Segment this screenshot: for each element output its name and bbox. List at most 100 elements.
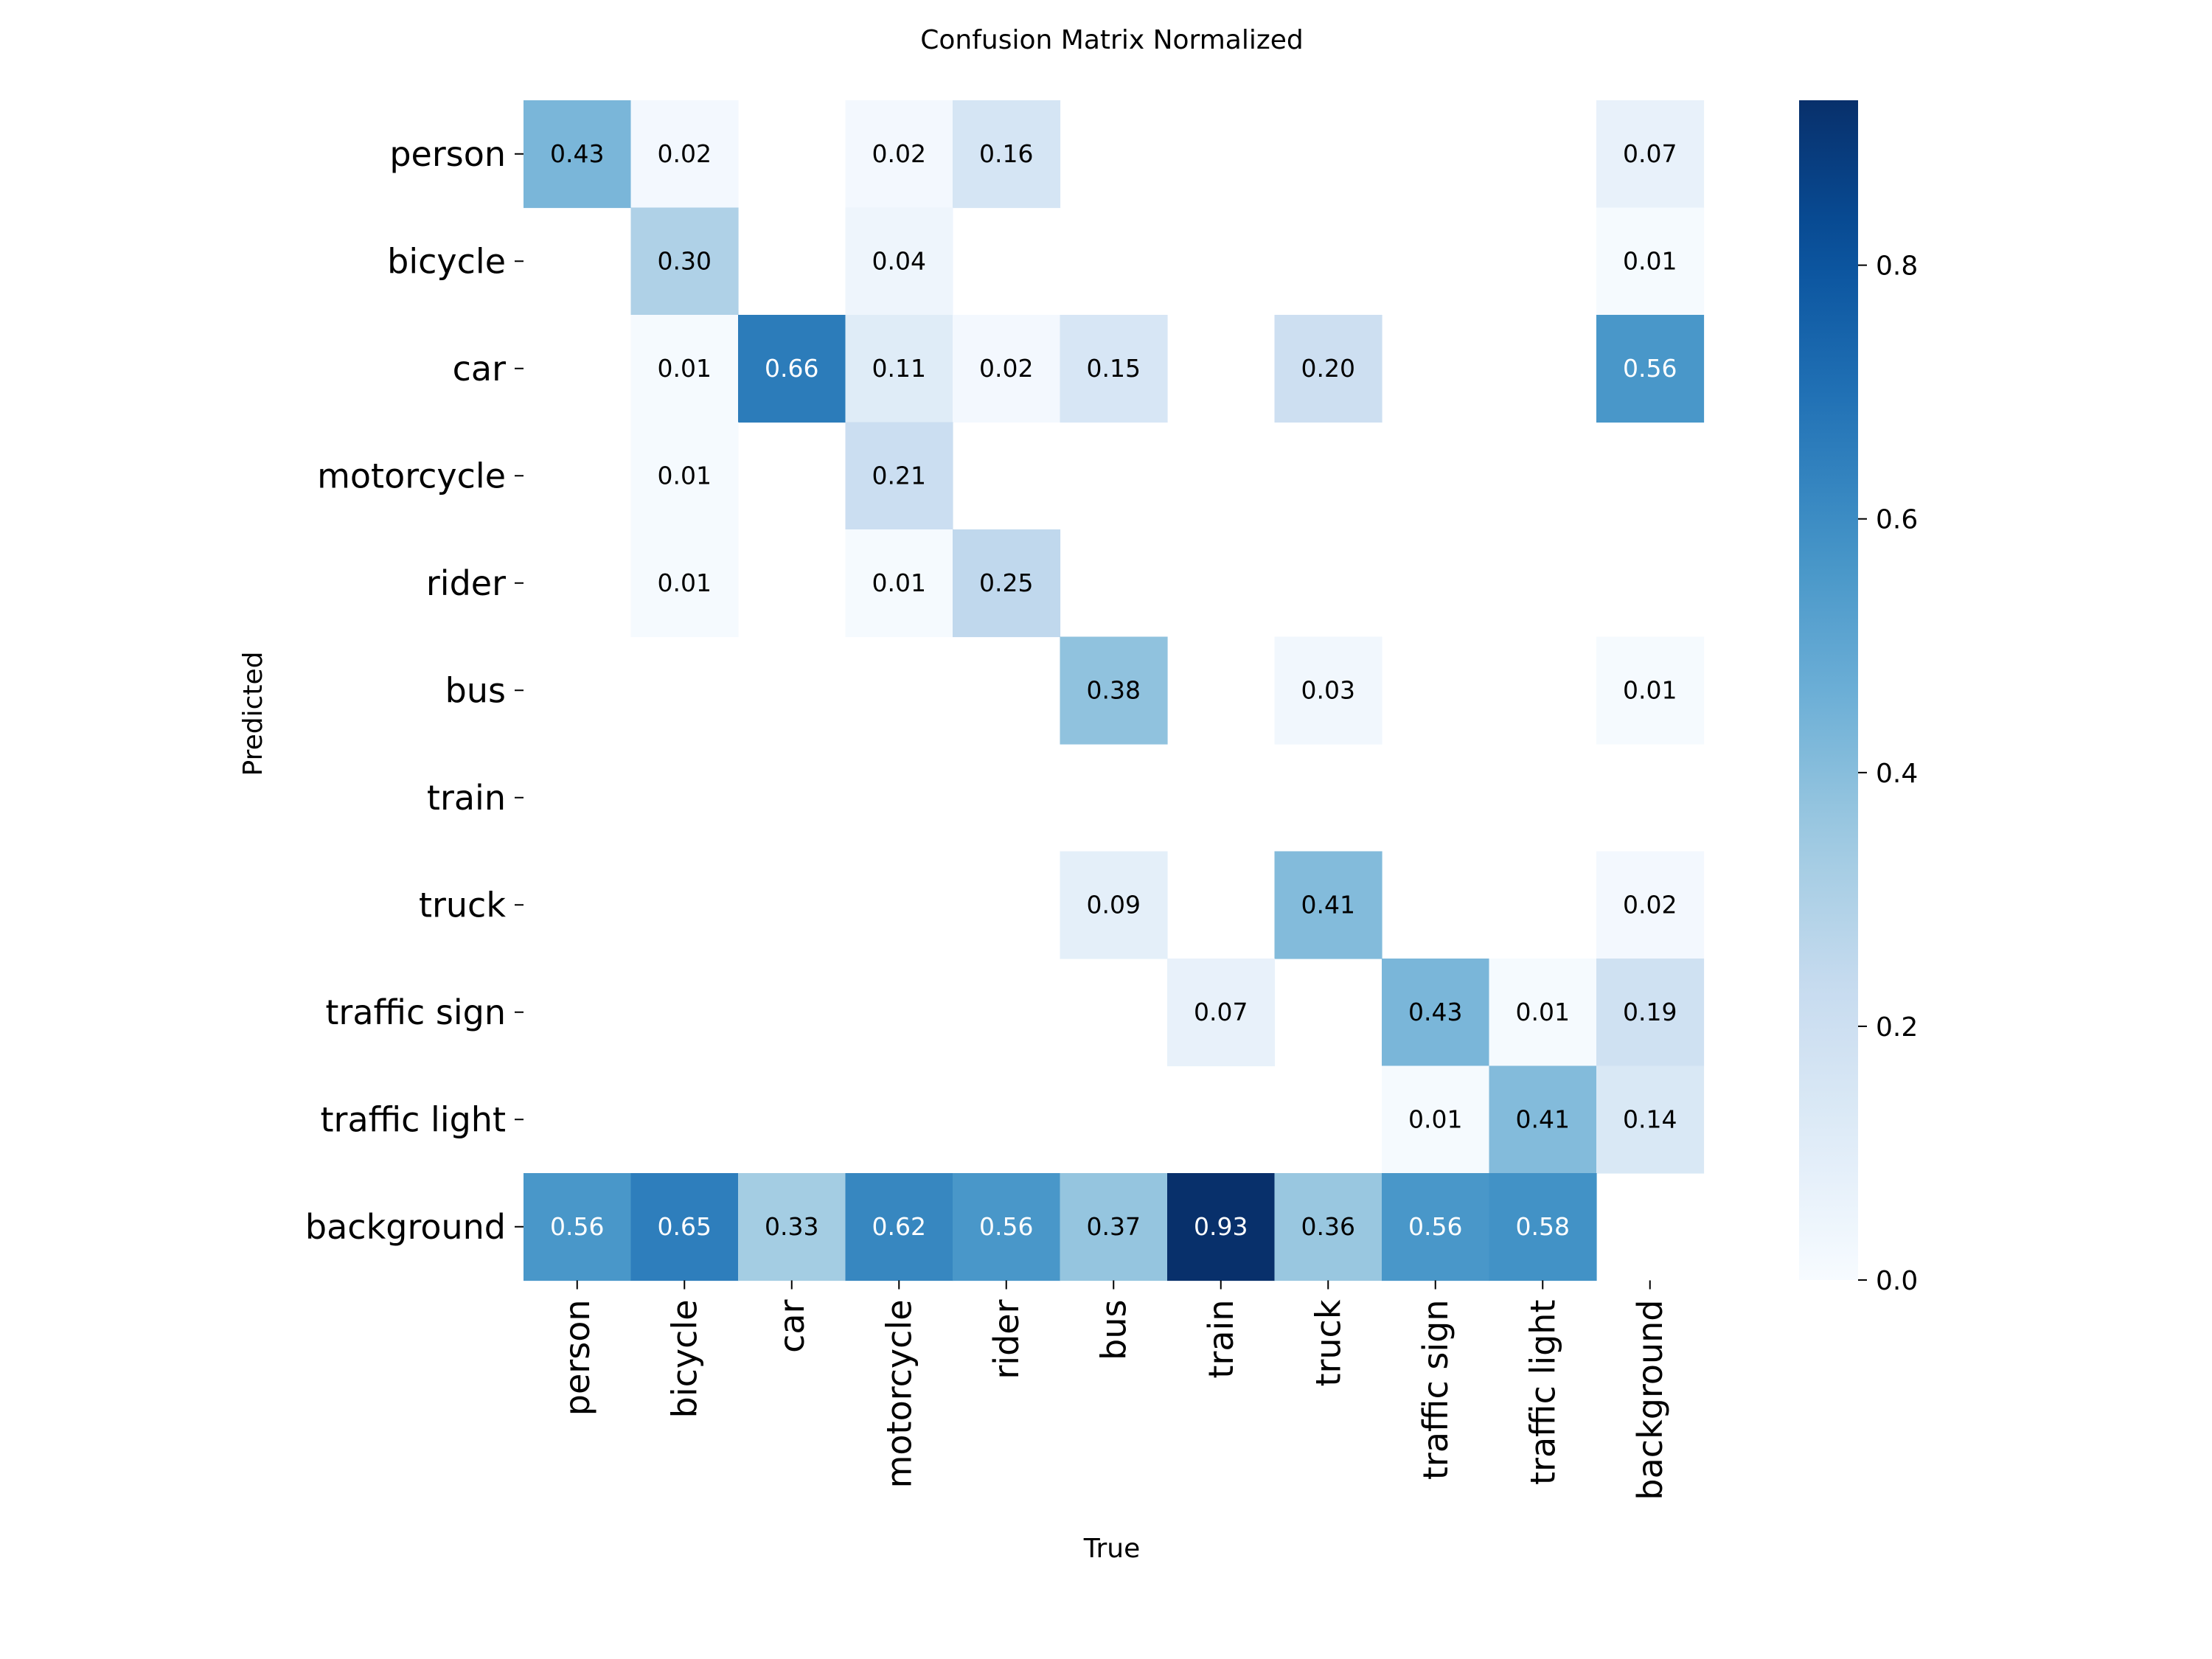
cell-value-label: 0.33: [765, 1212, 818, 1241]
y-tick-label: motorcycle: [317, 456, 506, 495]
x-tick-label: truck: [1308, 1299, 1348, 1386]
colorbar-tick-label: 0.6: [1876, 505, 1918, 535]
cell-value-label: 0.19: [1623, 998, 1677, 1026]
x-tick-label: train: [1201, 1300, 1241, 1379]
cell-value-label: 0.01: [1516, 998, 1570, 1026]
x-axis-label: True: [1083, 1534, 1140, 1564]
heatmap-cell: [1596, 636, 1705, 745]
colorbar-ticks: 0.0 0.2 0.4 0.6 0.8: [1858, 251, 1918, 1296]
chart-title: Confusion Matrix Normalized: [920, 25, 1303, 55]
heatmap-cell: [1489, 959, 1597, 1067]
cell-value-label: 0.21: [872, 461, 926, 490]
cell-value-label: 0.62: [872, 1212, 926, 1241]
cell-value-label: 0.41: [1301, 890, 1355, 919]
heatmap-cell: [630, 422, 739, 530]
y-tick-label: traffic light: [321, 1099, 506, 1139]
heatmap-cell: [1382, 1065, 1490, 1174]
colorbar-tick-label: 0.4: [1876, 759, 1918, 789]
heatmap-cell: [524, 1173, 632, 1281]
y-tick-label: traffic sign: [325, 992, 506, 1032]
cell-value-label: 0.03: [1301, 675, 1355, 704]
heatmap-cell: [1596, 851, 1705, 959]
heatmap-cell: [1060, 1173, 1168, 1281]
x-tick-label: traffic sign: [1416, 1300, 1455, 1481]
cell-value-label: 0.16: [979, 139, 1033, 168]
cell-value-label: 0.38: [1087, 675, 1141, 704]
y-tick-label: person: [389, 134, 506, 174]
cell-value-label: 0.43: [1408, 998, 1462, 1026]
heatmap-cell: [845, 422, 953, 530]
cell-value-label: 0.01: [658, 461, 712, 490]
x-tick-label: car: [772, 1299, 812, 1352]
cell-value-label: 0.01: [658, 568, 712, 597]
y-tick-label: bicycle: [387, 241, 506, 281]
heatmap-cell: [1382, 959, 1490, 1067]
cell-value-label: 0.15: [1087, 354, 1141, 383]
cell-value-label: 0.09: [1087, 890, 1141, 919]
cell-value-label: 0.02: [979, 354, 1033, 383]
heatmap-cell: [953, 1173, 1061, 1281]
heatmap-cell: [630, 529, 739, 638]
heatmap-cells: [524, 100, 1705, 1281]
cell-value-label: 0.11: [872, 354, 926, 383]
cell-value-label: 0.56: [1408, 1212, 1462, 1241]
heatmap-cell: [630, 1173, 739, 1281]
heatmap-cell: [845, 207, 953, 316]
cell-value-label: 0.02: [658, 139, 712, 168]
heatmap-cell: [953, 529, 1061, 638]
heatmap-cell: [1489, 1173, 1597, 1281]
heatmap-cell: [845, 100, 953, 209]
heatmap-cell-labels: 0.43 0.02 0.02 0.16 0.07 0.30 0.04 0.01 0.01 0.66…: [550, 139, 1677, 1241]
heatmap-cell: [845, 315, 953, 423]
heatmap-cell: [630, 100, 739, 209]
cell-value-label: 0.93: [1194, 1212, 1248, 1241]
heatmap-cell: [630, 207, 739, 316]
cell-value-label: 0.02: [1623, 890, 1677, 919]
heatmap-cell: [1596, 100, 1705, 209]
x-tick-label: bus: [1093, 1300, 1133, 1360]
y-tick-label: background: [305, 1207, 506, 1247]
y-axis-label: Predicted: [238, 652, 268, 776]
cell-value-label: 0.37: [1087, 1212, 1141, 1241]
cell-value-label: 0.04: [872, 246, 926, 275]
cell-value-label: 0.20: [1301, 354, 1355, 383]
heatmap-cell: [1596, 959, 1705, 1067]
heatmap-cell: [1274, 1173, 1382, 1281]
colorbar: 0.0 0.2 0.4 0.6 0.8: [1799, 100, 1918, 1296]
heatmap-cell: [738, 1173, 846, 1281]
x-tick-label: motorcycle: [879, 1300, 919, 1489]
y-tick-label: car: [453, 349, 506, 389]
cell-value-label: 0.07: [1194, 998, 1248, 1026]
colorbar-tick-label: 0.8: [1876, 251, 1918, 282]
cell-value-label: 0.66: [765, 354, 818, 383]
heatmap-cell: [1060, 851, 1168, 959]
cell-value-label: 0.65: [658, 1212, 712, 1241]
cell-value-label: 0.30: [658, 246, 712, 275]
colorbar-tick-label: 0.0: [1876, 1266, 1918, 1296]
y-tick-label: truck: [419, 885, 506, 925]
heatmap-cell: [1274, 315, 1382, 423]
heatmap-cell: [524, 100, 632, 209]
y-tick-label: bus: [445, 670, 506, 710]
cell-value-label: 0.56: [550, 1212, 604, 1241]
cell-value-label: 0.41: [1516, 1105, 1570, 1133]
heatmap-cell: [1274, 636, 1382, 745]
cell-value-label: 0.01: [1623, 675, 1677, 704]
y-axis-ticks: person bicycle car motorcycle rider bus train t…: [305, 134, 524, 1247]
cell-value-label: 0.56: [1623, 354, 1677, 383]
heatmap-cell: [1060, 636, 1168, 745]
y-tick-label: train: [427, 778, 506, 818]
cell-value-label: 0.58: [1516, 1212, 1570, 1241]
heatmap-cell: [1489, 1065, 1597, 1174]
heatmap-cell: [953, 100, 1061, 209]
colorbar-gradient: [1799, 100, 1858, 1280]
x-tick-label: person: [557, 1300, 597, 1416]
heatmap-cell: [1274, 851, 1382, 959]
cell-value-label: 0.07: [1623, 139, 1677, 168]
heatmap-cell: [845, 1173, 953, 1281]
cell-value-label: 0.56: [979, 1212, 1033, 1241]
cell-value-label: 0.43: [550, 139, 604, 168]
heatmap-cell: [1167, 959, 1276, 1067]
heatmap-cell: [1060, 315, 1168, 423]
